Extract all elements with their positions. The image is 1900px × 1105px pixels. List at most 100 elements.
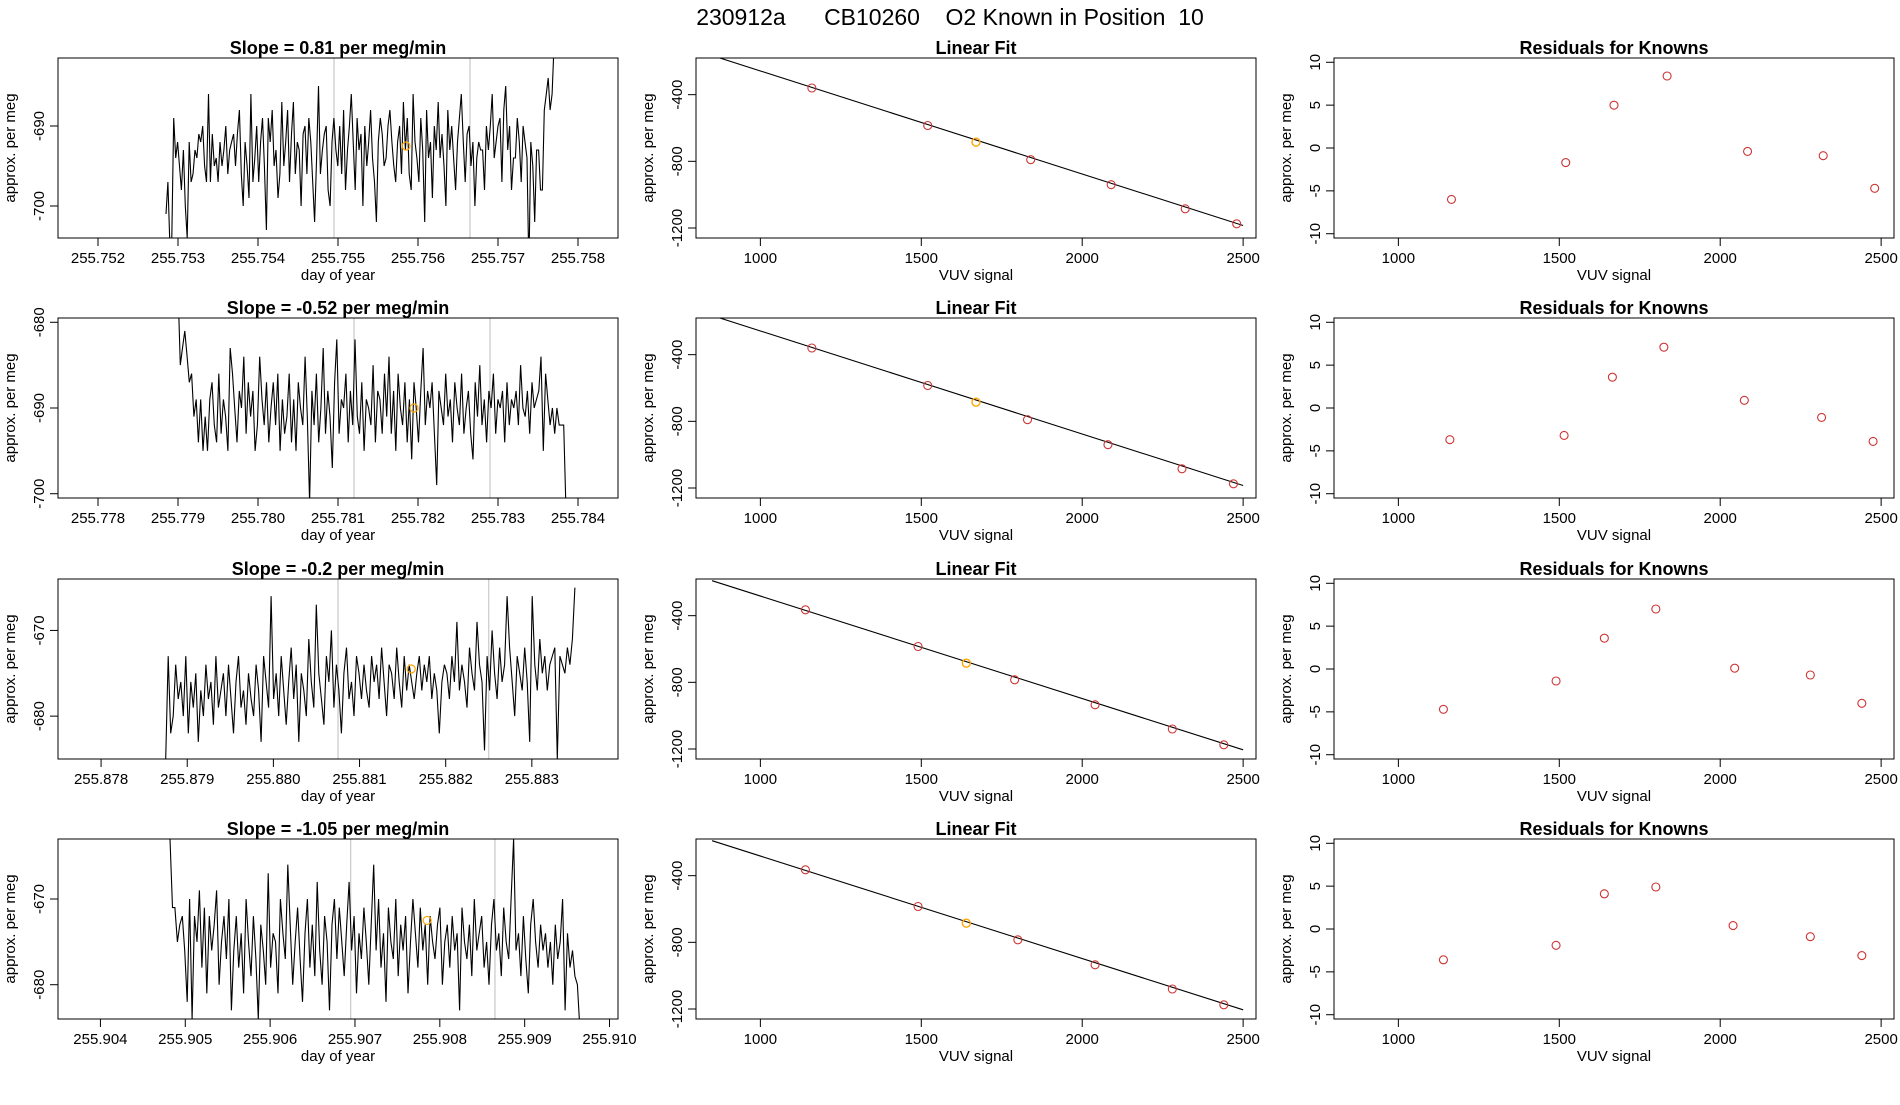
- c2-x-tick-label: 2000: [1704, 250, 1737, 267]
- c1-data-point: [807, 83, 817, 93]
- c8-data-point: [1805, 670, 1815, 680]
- c8-y-tick-label: -10: [1307, 744, 1324, 766]
- c11-plot-frame: [1333, 838, 1895, 1020]
- c3-x-tick-label: 255.782: [391, 510, 445, 527]
- c6-y-axis: -670 -680: [31, 615, 59, 731]
- c7-x-tick-label: 1000: [744, 771, 777, 788]
- c9-highlight-point: [422, 915, 432, 926]
- c0-x-label: day of year: [301, 267, 375, 284]
- c5-y-tick-label: 10: [1307, 314, 1324, 331]
- c7-y-axis: -400 -800 -1200: [669, 601, 697, 768]
- c7-x-tick-label: 1500: [905, 771, 938, 788]
- c11-y-label: approx. per meg: [1278, 874, 1295, 983]
- c7-y-label: approx. per meg: [640, 614, 657, 723]
- c11-y-tick-label: 5: [1307, 882, 1324, 890]
- c4-x-tick-label: 1500: [905, 510, 938, 527]
- c5-data-point: [1445, 435, 1455, 445]
- c2-x-tick-label: 2500: [1864, 250, 1897, 267]
- c1-data-point: [1180, 204, 1190, 214]
- c5-x-tick-label: 2500: [1864, 510, 1897, 527]
- panel-0-1: Linear Fit 1000 1500 2000 2500 VUV signal -400…: [640, 38, 1260, 284]
- c10-x-tick-label: 2000: [1066, 1031, 1099, 1048]
- c6-x-tick-label: 255.878: [74, 771, 128, 788]
- c8-data-point: [1651, 604, 1661, 614]
- c7-data-point: [1090, 700, 1100, 710]
- c3-x-tick-label: 255.784: [551, 510, 605, 527]
- c7-y-tick-label: -400: [669, 601, 686, 631]
- c5-x-tick-label: 1000: [1382, 510, 1415, 527]
- c4-x-tick-label: 1000: [744, 510, 777, 527]
- c0-x-tick-label: 255.756: [391, 250, 445, 267]
- c9-x-tick-label: 255.905: [158, 1031, 212, 1048]
- c10-y-label: approx. per meg: [640, 874, 657, 983]
- c5-y-tick-label: -10: [1307, 483, 1324, 505]
- c5-data-point: [1817, 412, 1827, 422]
- c0-y-axis: -690 -700: [31, 111, 59, 221]
- c4-plot-frame: [695, 317, 1257, 499]
- c2-y-label: approx. per meg: [1278, 93, 1295, 202]
- c10-x-tick-label: 1500: [905, 1031, 938, 1048]
- c7-plot-frame: [695, 578, 1257, 760]
- c5-data-point: [1739, 395, 1749, 405]
- c4-title: Linear Fit: [935, 298, 1016, 318]
- c4-y-tick-label: -400: [669, 340, 686, 370]
- c8-data-point: [1551, 676, 1561, 686]
- c1-data-point: [1026, 155, 1036, 165]
- c3-y-label: approx. per meg: [2, 353, 19, 462]
- c11-y-tick-label: 10: [1307, 835, 1324, 852]
- c2-data-point: [1662, 71, 1672, 81]
- c10-data-point: [1167, 984, 1177, 994]
- c10-title: Linear Fit: [935, 819, 1016, 839]
- c7-data-point: [1219, 740, 1229, 750]
- c1-x-tick-label: 2000: [1066, 250, 1099, 267]
- c3-x-axis: 255.778 255.779 255.780 255.781 255.782 255.7…: [71, 497, 605, 527]
- panel-2-1: Linear Fit 1000 1500 2000 2500 VUV signal -400…: [640, 559, 1260, 805]
- c10-data-point: [800, 865, 810, 875]
- c11-data-point: [1857, 951, 1867, 961]
- c9-y-tick-label: -680: [31, 970, 48, 1000]
- c10-y-tick-label: -800: [669, 927, 686, 957]
- c4-data-point: [1228, 479, 1239, 489]
- c10-y-axis: -400 -800 -1200: [669, 861, 697, 1028]
- c6-highlight-point: [406, 664, 416, 674]
- c2-y-tick-label: -5: [1307, 184, 1324, 197]
- c11-x-tick-label: 1500: [1543, 1031, 1576, 1048]
- c6-x-tick-label: 255.879: [160, 771, 214, 788]
- panel-1-2: Residuals for Knowns 1000 1500 2000 2500 VUV …: [1278, 298, 1898, 544]
- c6-series-line: [165, 587, 576, 759]
- c8-data-point: [1438, 704, 1448, 714]
- c3-x-tick-label: 255.779: [151, 510, 205, 527]
- c8-x-tick-label: 1000: [1382, 771, 1415, 788]
- c7-fit-line: [711, 580, 1244, 751]
- c10-y-tick-label: -400: [669, 861, 686, 891]
- panel-0-2: Residuals for Knowns 1000 1500 2000 2500 VUV …: [1278, 38, 1898, 284]
- c7-x-axis: 1000 1500 2000 2500: [744, 758, 1260, 788]
- c9-x-tick-label: 255.910: [582, 1031, 636, 1048]
- c2-data-point: [1561, 158, 1571, 168]
- c6-plot-frame: [57, 578, 619, 760]
- c1-data-point: [923, 120, 933, 131]
- c1-highlight-point: [971, 137, 981, 147]
- c4-x-tick-label: 2500: [1226, 510, 1259, 527]
- c1-data-point: [1106, 180, 1116, 190]
- c1-x-tick-label: 2500: [1226, 250, 1259, 267]
- c5-data-point: [1868, 436, 1878, 446]
- c3-y-axis: -680 -690 -700: [31, 307, 59, 509]
- c11-x-tick-label: 2500: [1864, 1031, 1897, 1048]
- c0-x-tick-label: 255.753: [151, 250, 205, 267]
- c11-data-point: [1599, 889, 1609, 899]
- c0-title: Slope = 0.81 per meg/min: [230, 38, 447, 58]
- c1-x-axis: 1000 1500 2000 2500: [744, 237, 1260, 267]
- c4-data-point: [1103, 440, 1113, 450]
- c5-x-tick-label: 2000: [1704, 510, 1737, 527]
- c5-data-point: [1559, 430, 1569, 440]
- c3-x-tick-label: 255.780: [231, 510, 285, 527]
- c11-data-point: [1651, 882, 1661, 892]
- c11-title: Residuals for Knowns: [1519, 819, 1708, 839]
- c3-x-tick-label: 255.778: [71, 510, 125, 527]
- c6-x-tick-label: 255.882: [419, 771, 473, 788]
